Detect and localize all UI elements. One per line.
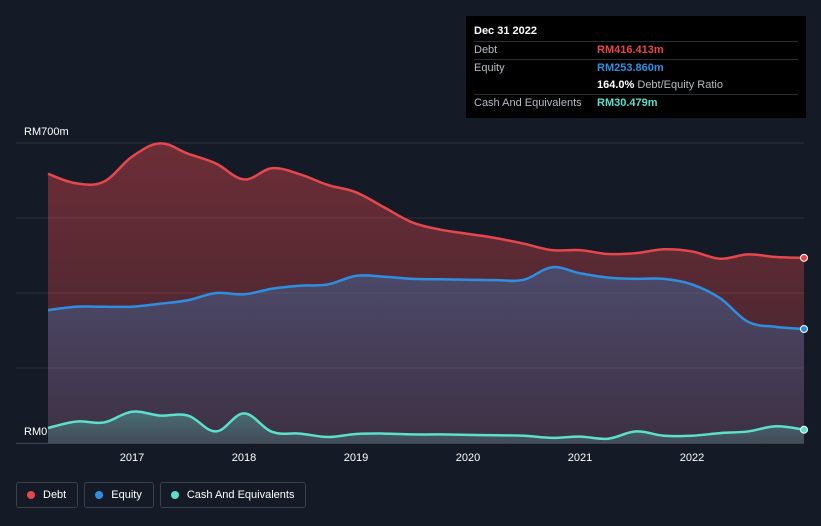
legend-item-cash[interactable]: Cash And Equivalents xyxy=(159,482,307,508)
end-marker-equity xyxy=(800,325,808,333)
legend-dot-cash-icon xyxy=(170,491,179,499)
x-tick-label: 2020 xyxy=(456,452,480,464)
x-tick-label: 2017 xyxy=(120,452,144,464)
tooltip-ratio-row: 164.0% Debt/Equity Ratio xyxy=(474,77,798,94)
x-axis-ticks: 2017 2018 2019 2020 2021 2022 xyxy=(120,452,704,464)
tooltip-equity-row: Equity RM253.860m xyxy=(474,59,798,77)
tooltip-equity-value: RM253.860m xyxy=(597,62,664,74)
legend: Debt Equity Cash And Equivalents xyxy=(16,482,307,508)
legend-item-debt[interactable]: Debt xyxy=(16,482,79,508)
line-cash xyxy=(47,410,805,441)
y-axis-top-label: RM700m xyxy=(24,126,69,138)
legend-label-equity: Equity xyxy=(111,489,142,501)
area-cash xyxy=(48,411,804,443)
tooltip-cash-label: Cash And Equivalents xyxy=(474,97,582,109)
y-axis-bottom-label: RM0 xyxy=(24,426,47,438)
x-tick-label: 2019 xyxy=(344,452,368,464)
tooltip-debt-value: RM416.413m xyxy=(597,44,664,56)
series-lines xyxy=(47,142,805,441)
x-tick-label: 2018 xyxy=(232,452,256,464)
series-areas xyxy=(48,143,804,443)
x-tick-label: 2021 xyxy=(568,452,592,464)
tooltip-debt-row: Debt RM416.413m xyxy=(474,41,798,59)
tooltip: Dec 31 2022 Debt RM416.413m Equity RM253… xyxy=(466,16,806,118)
legend-dot-debt-icon xyxy=(27,491,35,499)
tooltip-debt-label: Debt xyxy=(474,44,498,56)
area-equity xyxy=(48,267,804,443)
tooltip-ratio-value: 164.0% xyxy=(597,79,635,91)
line-debt xyxy=(47,142,805,260)
x-tick-label: 2022 xyxy=(680,452,704,464)
legend-item-equity[interactable]: Equity xyxy=(84,482,154,508)
tooltip-equity-label: Equity xyxy=(474,62,505,74)
series-end-markers xyxy=(800,253,808,434)
tooltip-ratio-label: Debt/Equity Ratio xyxy=(637,79,723,91)
end-marker-cash xyxy=(800,425,808,434)
tooltip-cash-row: Cash And Equivalents RM30.479m xyxy=(474,94,798,112)
legend-label-cash: Cash And Equivalents xyxy=(186,489,295,501)
legend-label-debt: Debt xyxy=(43,489,67,501)
tooltip-date: Dec 31 2022 xyxy=(474,25,537,37)
end-marker-debt xyxy=(800,253,808,262)
legend-dot-equity-icon xyxy=(95,491,104,499)
line-equity xyxy=(47,265,805,331)
tooltip-cash-value: RM30.479m xyxy=(597,97,658,109)
